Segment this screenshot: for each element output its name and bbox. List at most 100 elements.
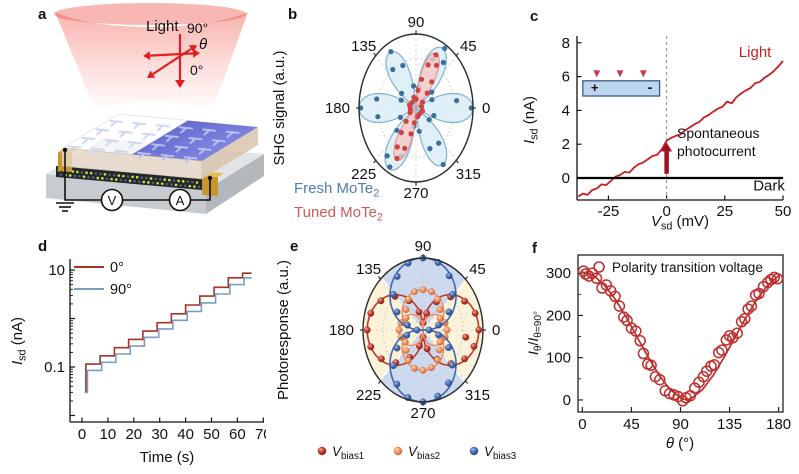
y-tick: 2 [562, 136, 570, 153]
step-trace-0° [85, 272, 252, 393]
angle-90-label: 90° [187, 20, 208, 36]
panel-d-label: d [38, 238, 48, 255]
angle-label-90: 90 [415, 238, 432, 255]
legend: Fresh MoTe2 Tuned MoTe2 [294, 180, 383, 223]
background-wedges [363, 258, 483, 402]
radial-axis-label: SHG signal (a.u.) [271, 50, 288, 165]
x-tick: 90 [672, 416, 689, 433]
x-axis-label: Vsd (mV) [651, 213, 709, 232]
light-label: Light [146, 18, 179, 35]
x-tick: 180 [766, 416, 791, 433]
legend: Polarity transition voltage [593, 260, 763, 275]
voltmeter-icon [100, 188, 124, 212]
x-tick: 45 [623, 416, 640, 433]
angle-label-45: 45 [469, 261, 486, 278]
axes: 0 45 90 135 180 0 100 200 300 [546, 254, 791, 433]
angle-label-135: 135 [351, 38, 376, 55]
polarity-scatter-chart: 0 45 90 135 180 0 100 200 300 Polarity transition… [525, 254, 791, 452]
x-tick: 40 [177, 426, 194, 443]
legend: Vbias1 Vbias2 Vbias3 [317, 444, 516, 462]
angle-label-135: 135 [356, 261, 381, 278]
y-tick: 6 [562, 69, 570, 86]
data-points [577, 265, 784, 407]
x-tick: -25 [598, 203, 620, 220]
angle-label-225: 225 [356, 387, 381, 404]
theta-label: θ [199, 36, 207, 53]
legend-marker-3 [469, 446, 479, 456]
voltmeter-label: V [108, 193, 117, 208]
y-tick: 0 [563, 392, 571, 409]
metasurface-slab [61, 113, 258, 180]
legend-label-3: Vbias3 [484, 444, 516, 462]
angle-tick-labels: 0 45 90 135 180 225 270 315 [325, 14, 490, 202]
axes: 0 10 20 30 40 50 60 70 0.1 10 [44, 259, 266, 443]
angle-label-0: 0 [492, 322, 500, 339]
y-tick: 0 [562, 170, 570, 187]
step-trace-90° [84, 277, 252, 394]
y-tick: 100 [546, 350, 571, 367]
legend: 0°90° [74, 260, 132, 298]
y-tick: 0.1 [44, 359, 65, 376]
legend-marker-2 [393, 446, 403, 456]
angle-label-315: 315 [465, 387, 490, 404]
y-axis-label: Isd (nA) [521, 96, 540, 144]
x-tick: 0 [78, 426, 86, 443]
angle-label-180: 180 [329, 322, 354, 339]
x-tick: 0 [578, 416, 586, 433]
x-tick: 25 [716, 203, 733, 220]
polar-outline [356, 30, 476, 186]
x-tick: 60 [229, 426, 246, 443]
legend-label-1: Vbias1 [332, 444, 364, 462]
shg-polar-chart: 0 45 90 135 180 225 270 315 SHG signal (a.u.) Fre… [271, 14, 490, 223]
x-tick: 70 [255, 426, 266, 443]
light-curve-label: Light [739, 44, 772, 61]
panel-f: f 0 45 90 135 180 0 100 200 300 Polarity transiti… [520, 236, 799, 474]
ammeter-label: A [176, 193, 185, 208]
angle-tick-labels: 0 45 90 135 180 225 270 315 [329, 238, 500, 422]
legend-marker [593, 261, 605, 273]
y-tick: 300 [546, 265, 571, 282]
y-tick: 200 [546, 307, 571, 324]
angle-label-180: 180 [325, 100, 350, 117]
legend-label-2: 90° [110, 282, 132, 298]
mote2-lattice [56, 166, 202, 190]
angle-0-label: 0° [190, 62, 203, 78]
panel-b-label: b [288, 6, 298, 23]
panel-a: a V A Light 90° θ 0° [0, 0, 268, 236]
panel-f-label: f [532, 240, 537, 257]
legend-item-1: Fresh MoTe2 [294, 180, 379, 199]
panel-e-label: e [290, 238, 299, 255]
legend-marker-1 [317, 446, 327, 456]
x-tick: 0 [662, 203, 670, 220]
legend-label: Polarity transition voltage [612, 260, 763, 275]
panel-c: c -25 0 25 50 0 2 4 6 8 + - Light Dark Spontaneous pho… [520, 0, 799, 236]
series-3 [389, 254, 457, 406]
axes: -25 0 25 50 0 2 4 6 8 [562, 35, 792, 220]
polarization-arrows: Light 90°θ 0° [143, 18, 208, 88]
light-glow [54, 3, 248, 112]
radial-axis-label: Photoresponse (a.u.) [275, 260, 292, 400]
y-axis-label: Iθ/Iθ=90° [525, 311, 544, 355]
x-tick: 135 [717, 416, 742, 433]
y-axis-label: Isd (nA) [9, 317, 28, 365]
angle-label-90: 90 [408, 14, 425, 31]
x-tick: 10 [100, 426, 117, 443]
x-tick: 30 [151, 426, 168, 443]
annotation-line2: photocurrent [677, 143, 756, 159]
polar-outline [360, 254, 486, 406]
annotation-line1: Spontaneous [677, 125, 760, 141]
x-axis-label: Time (s) [140, 449, 194, 466]
angle-label-270: 270 [410, 405, 435, 422]
panel-e: e 0 45 90 135 180 225 270 315 Photoresponse (a.u… [266, 236, 520, 474]
panel-c-label: c [530, 8, 539, 25]
minus-electrode-label: - [648, 79, 653, 95]
series-2 [393, 52, 440, 162]
y-tick: 8 [562, 35, 570, 52]
curve-light [577, 60, 784, 198]
